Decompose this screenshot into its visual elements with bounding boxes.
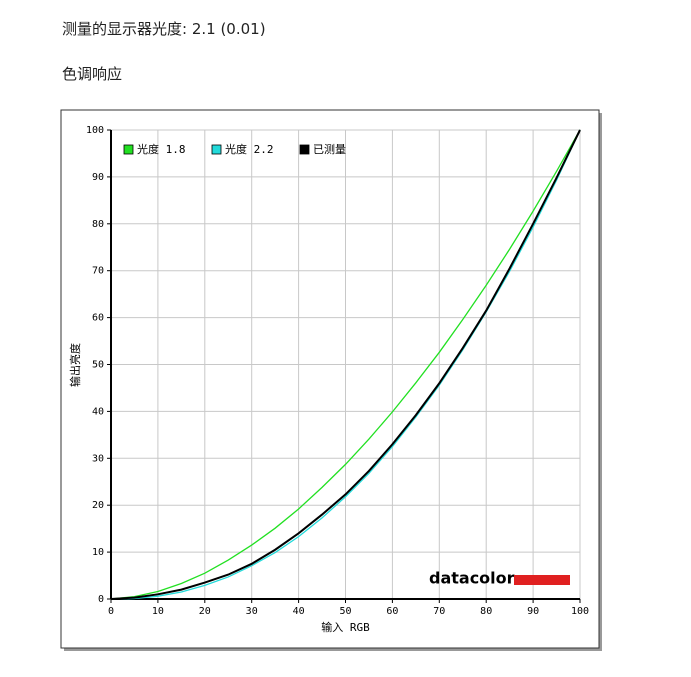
legend-swatch	[299, 144, 310, 155]
y-tick-label: 30	[92, 453, 104, 464]
y-tick-label: 20	[92, 500, 104, 511]
legend-swatch	[211, 144, 222, 155]
x-tick-label: 40	[293, 606, 305, 617]
x-tick-label: 60	[386, 606, 398, 617]
x-tick-label: 20	[199, 606, 211, 617]
y-tick-label: 40	[92, 406, 104, 417]
section-title: 色调响应	[62, 65, 123, 83]
x-tick-label: 70	[433, 606, 445, 617]
x-tick-label: 100	[571, 606, 589, 617]
x-axis-title: 输入 RGB	[321, 620, 370, 634]
y-tick-label: 60	[92, 313, 104, 324]
series-line	[110, 129, 581, 600]
measurement-text: 测量的显示器光度: 2.1 (0.01)	[62, 20, 266, 38]
y-tick-label: 0	[98, 594, 104, 605]
y-axis-title: 输出亮度	[68, 343, 82, 387]
legend-label: 光度 2.2	[225, 142, 274, 156]
legend-swatch	[123, 144, 134, 155]
y-tick-label: 10	[92, 547, 104, 558]
legend-label: 已测量	[313, 143, 346, 156]
x-tick-label: 30	[246, 606, 258, 617]
x-tick-label: 0	[108, 606, 114, 617]
x-tick-label: 80	[480, 606, 492, 617]
logo: datacolor	[429, 569, 515, 588]
series-line	[110, 129, 581, 600]
y-tick-label: 100	[86, 125, 104, 136]
series-line	[110, 129, 581, 600]
legend-label: 光度 1.8	[137, 142, 186, 156]
y-tick-label: 50	[92, 360, 104, 371]
x-tick-label: 90	[527, 606, 539, 617]
x-tick-label: 10	[152, 606, 164, 617]
y-tick-label: 70	[92, 266, 104, 277]
y-tick-label: 80	[92, 219, 104, 230]
x-tick-label: 50	[339, 606, 351, 617]
y-tick-label: 90	[92, 172, 104, 183]
logo-bar	[514, 575, 570, 585]
